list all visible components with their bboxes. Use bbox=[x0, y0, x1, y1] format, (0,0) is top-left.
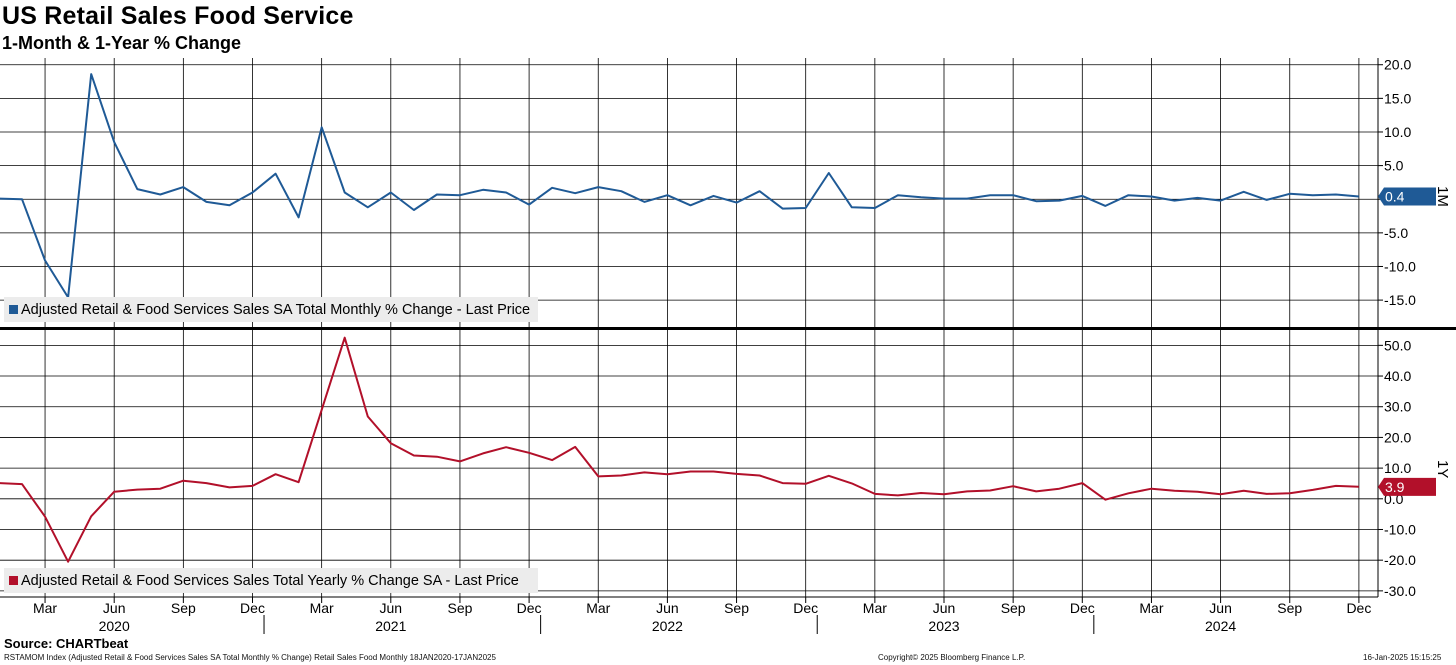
y-tick-label: 15.0 bbox=[1384, 90, 1411, 106]
x-tick-label: Jun bbox=[103, 600, 126, 616]
x-tick-label: Mar bbox=[33, 600, 57, 616]
x-tick-label: Mar bbox=[863, 600, 887, 616]
y-tick-label: -10.0 bbox=[1384, 258, 1416, 274]
x-tick-label: Mar bbox=[1139, 600, 1163, 616]
series-layer bbox=[0, 73, 1359, 563]
y-tick-label: -30.0 bbox=[1384, 583, 1416, 599]
page-subtitle: 1-Month & 1-Year % Change bbox=[2, 33, 242, 53]
y-tick-label: -20.0 bbox=[1384, 552, 1416, 568]
x-tick-label: Dec bbox=[1070, 600, 1095, 616]
index-info: RSTAMOM Index (Adjusted Retail & Food Se… bbox=[4, 653, 496, 662]
x-tick-label: Sep bbox=[1277, 600, 1302, 616]
legend: Adjusted Retail & Food Services Sales SA… bbox=[4, 297, 538, 322]
x-tick-label: Dec bbox=[240, 600, 265, 616]
x-year-label: 2024 bbox=[1205, 618, 1236, 634]
y-tick-label: 50.0 bbox=[1384, 337, 1411, 353]
x-tick-label: Sep bbox=[447, 600, 472, 616]
legend-box bbox=[4, 297, 538, 322]
legend-layer: Adjusted Retail & Food Services Sales SA… bbox=[4, 297, 538, 593]
last-value-label: 3.9 bbox=[1385, 479, 1405, 495]
x-tick-label: Sep bbox=[171, 600, 196, 616]
x-tick-label: Dec bbox=[517, 600, 542, 616]
legend-swatch bbox=[9, 576, 18, 585]
x-tick-label: Jun bbox=[656, 600, 679, 616]
x-tick-label: Jun bbox=[1209, 600, 1232, 616]
legend: Adjusted Retail & Food Services Sales To… bbox=[4, 568, 538, 593]
x-year-label: 2021 bbox=[375, 618, 406, 634]
x-tick-label: Dec bbox=[1346, 600, 1371, 616]
x-year-label: 2020 bbox=[99, 618, 130, 634]
y-tick-label: 30.0 bbox=[1384, 399, 1411, 415]
x-year-label: 2022 bbox=[652, 618, 683, 634]
panel-label: 1Y bbox=[1434, 460, 1451, 478]
legend-label: Adjusted Retail & Food Services Sales To… bbox=[21, 573, 519, 589]
series-line-1y bbox=[0, 336, 1359, 563]
y-tick-label: -10.0 bbox=[1384, 521, 1416, 537]
x-tick-label: Mar bbox=[586, 600, 610, 616]
x-year-label: 2023 bbox=[928, 618, 959, 634]
y-tick-label: -15.0 bbox=[1384, 292, 1416, 308]
x-tick-label: Jun bbox=[380, 600, 403, 616]
y-tick-label: 10.0 bbox=[1384, 460, 1411, 476]
grid-layer bbox=[0, 58, 1378, 597]
y-tick-label: 20.0 bbox=[1384, 57, 1411, 73]
page-title: US Retail Sales Food Service bbox=[2, 2, 354, 30]
x-tick-label: Jun bbox=[933, 600, 956, 616]
y-tick-label: 40.0 bbox=[1384, 368, 1411, 384]
panel-label: 1M bbox=[1434, 186, 1451, 207]
x-tick-label: Sep bbox=[724, 600, 749, 616]
legend-label: Adjusted Retail & Food Services Sales SA… bbox=[21, 302, 530, 318]
y-tick-label: 10.0 bbox=[1384, 124, 1411, 140]
x-tick-label: Mar bbox=[310, 600, 334, 616]
x-tick-label: Sep bbox=[1001, 600, 1026, 616]
timestamp: 16-Jan-2025 15:15:25 bbox=[1363, 653, 1442, 662]
x-tick-label: Dec bbox=[793, 600, 818, 616]
last-value-label: 0.4 bbox=[1385, 189, 1405, 205]
series-line-1m bbox=[0, 73, 1359, 299]
last-value-tag bbox=[1378, 187, 1436, 206]
copyright: Copyright© 2025 Bloomberg Finance L.P. bbox=[878, 653, 1026, 662]
axis-layer: 20.0 15.0 10.0 5.0 -5.0 -10.0 -15.0 0.4 1M 50.0 40… bbox=[0, 57, 1456, 634]
legend-box bbox=[4, 568, 538, 593]
y-tick-label: -5.0 bbox=[1384, 225, 1408, 241]
y-tick-label: 20.0 bbox=[1384, 429, 1411, 445]
last-value-tag bbox=[1378, 477, 1436, 496]
y-tick-label: 5.0 bbox=[1384, 158, 1404, 174]
source-label: Source: CHARTbeat bbox=[4, 636, 129, 651]
legend-swatch bbox=[9, 305, 18, 314]
